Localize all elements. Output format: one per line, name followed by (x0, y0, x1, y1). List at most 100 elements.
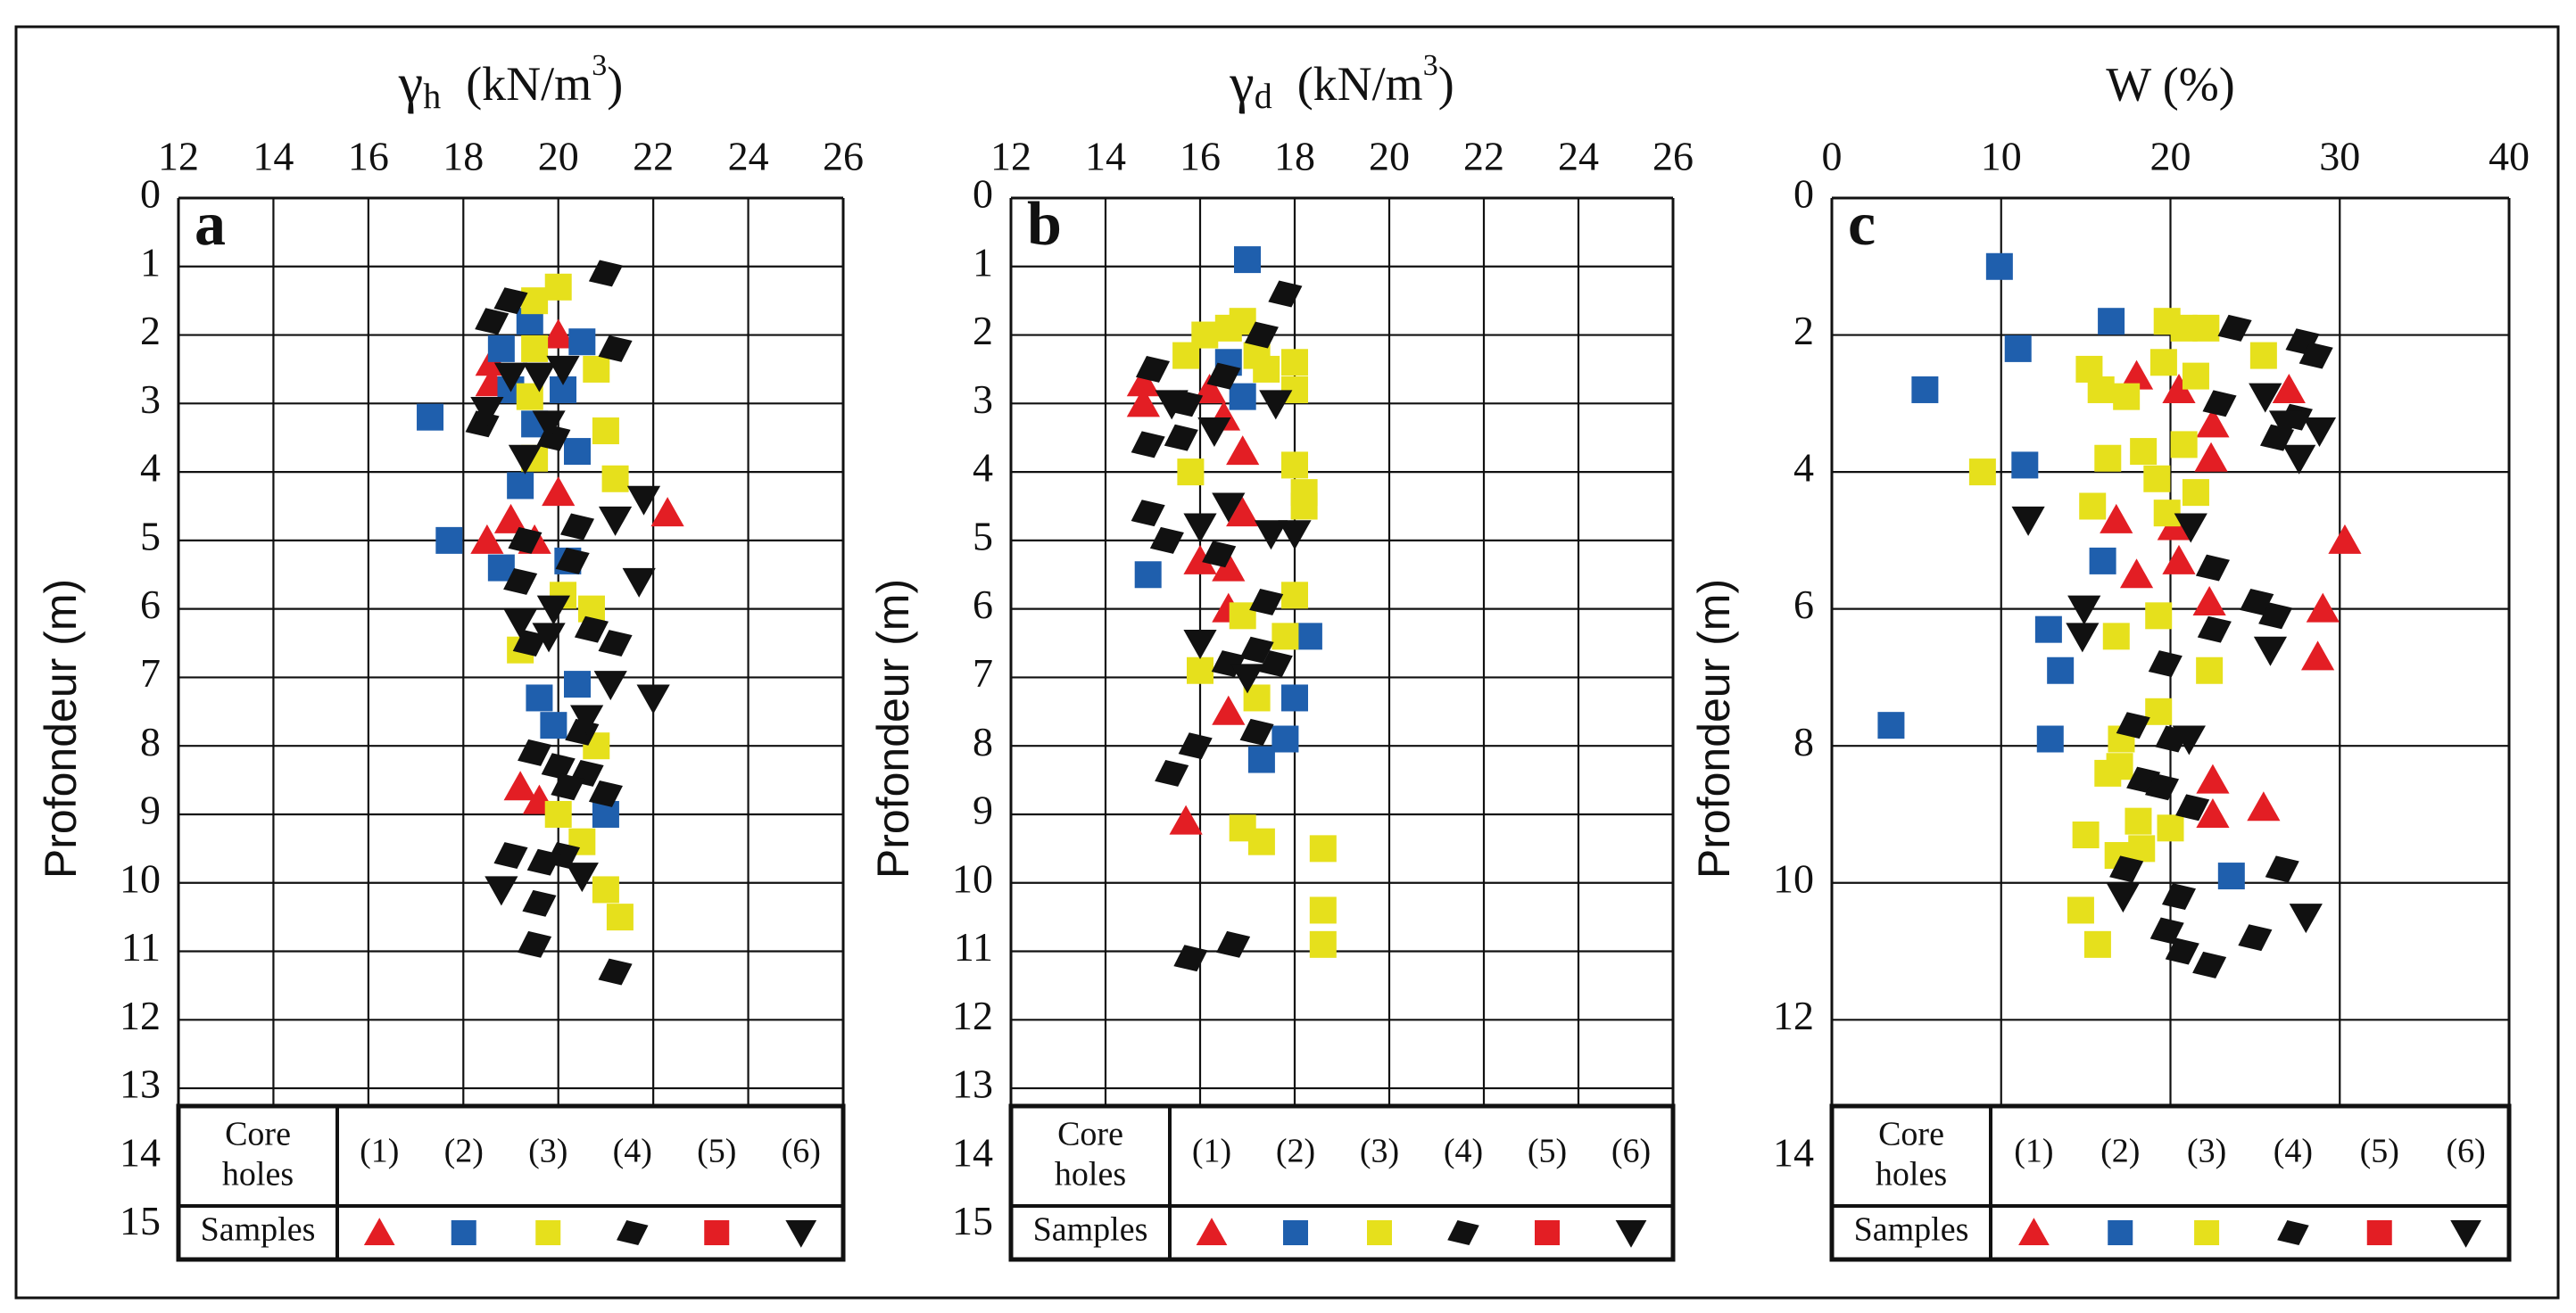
data-point-diamond (1206, 362, 1241, 390)
y-tick-label: 11 (954, 924, 993, 970)
data-point-square (2182, 479, 2209, 507)
data-point-triangle-up (2119, 558, 2154, 589)
data-point-square (1309, 930, 1337, 958)
legend-hole-label: (4) (2274, 1133, 2313, 1170)
data-point-triangle-down (470, 397, 504, 426)
data-point-square (2034, 615, 2062, 643)
data-point-diamond (1135, 355, 1171, 383)
data-point-triangle-down (2249, 383, 2282, 413)
data-point-diamond (2238, 924, 2273, 952)
x-tick-label: 20 (2150, 134, 2191, 179)
x-tick-label: 30 (2319, 134, 2360, 179)
data-point-square (521, 287, 549, 315)
x-tick-label: 26 (823, 134, 864, 179)
data-point-square (2098, 308, 2125, 335)
legend-marker-square (2366, 1220, 2392, 1245)
legend-holes-label: holes (222, 1156, 294, 1193)
data-point-square (564, 671, 591, 698)
legend-marker-square (1367, 1220, 1392, 1245)
y-tick-label: 4 (1793, 445, 1814, 491)
y-tick-label: 3 (140, 376, 161, 422)
data-point-diamond (503, 567, 538, 595)
data-point-triangle-down (522, 362, 557, 392)
data-point-square (1877, 712, 1905, 739)
data-point-triangle-down (1183, 513, 1217, 543)
panel-letter: a (195, 190, 226, 259)
data-point-triangle-down (532, 410, 566, 441)
panel-title: γh (kN/m3) (398, 49, 623, 116)
data-point-diamond (555, 547, 590, 574)
data-point-square (1309, 896, 1337, 924)
legend-hole-label: (2) (1276, 1133, 1315, 1170)
y-tick-label: 7 (973, 650, 993, 696)
x-tick-label: 26 (1652, 134, 1694, 179)
data-point-square (1187, 656, 1213, 684)
data-point-square (1985, 252, 2013, 280)
data-point-square (2089, 547, 2116, 574)
data-point-triangle-up (2300, 640, 2335, 671)
legend-core-label: Core (1878, 1116, 1944, 1153)
y-tick-label: 10 (1773, 855, 1814, 901)
legend-marker-triangle-down (1615, 1220, 1647, 1248)
data-point-triangle-down (2011, 506, 2045, 536)
y-tick-label: 0 (1793, 171, 1814, 217)
data-point-diamond (526, 848, 561, 876)
y-tick-label: 4 (973, 445, 993, 491)
data-point-diamond (1268, 280, 1303, 308)
data-point-square (2143, 465, 2171, 492)
legend-marker-square (1535, 1220, 1560, 1245)
data-point-square (2102, 623, 2130, 650)
data-point-square (1271, 725, 1299, 753)
data-point-triangle-up (2162, 544, 2196, 574)
y-tick-label: 13 (120, 1061, 161, 1107)
data-point-triangle-down (1230, 664, 1264, 694)
panel-c: 0 10 20 30 40 0 2 4 6 8 10 12 14 Profondeur (m) W (%) c… (1689, 57, 2530, 1262)
data-point-square (2145, 602, 2173, 630)
data-point-square (2130, 438, 2158, 466)
data-point-square (2106, 753, 2133, 780)
data-point-diamond (1249, 589, 1284, 615)
data-point-triangle-up (2119, 359, 2154, 390)
data-point-square (2079, 492, 2107, 520)
data-point-square (2182, 362, 2209, 390)
y-tick-label: 11 (121, 924, 161, 970)
data-point-diamond (2265, 855, 2299, 883)
panel-title: W (%) (2106, 57, 2234, 111)
data-point-square (2153, 500, 2181, 527)
data-point-square (417, 403, 444, 431)
y-axis-label: Profondeur (m) (36, 579, 86, 879)
y-tick-label: 4 (140, 445, 161, 491)
data-point-square (568, 328, 596, 356)
data-point-triangle-down (2067, 595, 2101, 625)
data-point-triangle-down (508, 444, 543, 475)
legend-samples-label: Samples (1854, 1211, 1969, 1249)
data-point-diamond (2299, 342, 2333, 369)
x-tick-label: 16 (348, 134, 389, 179)
data-point-triangle-down (2268, 410, 2303, 441)
data-point-triangle-down (2066, 623, 2100, 653)
legend-marker-square (1283, 1220, 1308, 1245)
data-point-diamond (2217, 314, 2252, 342)
data-point-square (1229, 383, 1256, 410)
data-point-triangle-down (598, 506, 633, 536)
x-tick-label: 10 (1981, 134, 2022, 179)
data-point-square (1281, 582, 1308, 609)
panel-title: γd (kN/m3) (1229, 49, 1454, 116)
data-point-triangle-down (565, 863, 599, 893)
legend-marker-triangle-up (363, 1218, 395, 1245)
y-tick-label: 13 (952, 1061, 993, 1107)
data-point-triangle-up (2328, 524, 2362, 554)
data-point-diamond (508, 526, 543, 554)
legend-hole-label: (3) (2187, 1133, 2226, 1170)
data-point-diamond (551, 773, 585, 801)
data-point-triangle-up (2196, 764, 2230, 794)
data-point-square (2170, 431, 2198, 458)
y-tick-label: 14 (1773, 1129, 1814, 1175)
data-point-triangle-down (2174, 513, 2207, 543)
data-point-triangle-down (636, 684, 670, 714)
data-point-triangle-down (1155, 390, 1189, 420)
legend-frame (176, 1103, 846, 1262)
y-tick-label: 3 (973, 376, 993, 422)
data-point-diamond (1131, 431, 1165, 458)
